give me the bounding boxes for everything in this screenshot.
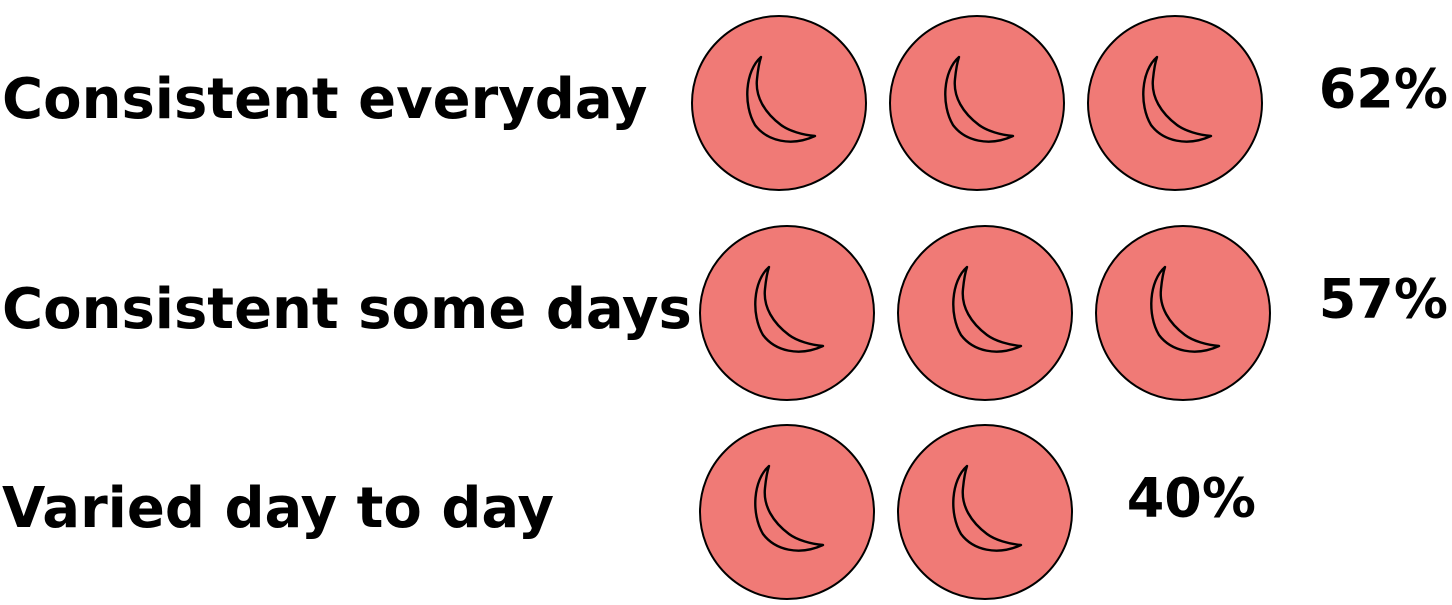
category-label: Consistent everyday — [2, 67, 647, 132]
icon-circle — [889, 15, 1065, 191]
icon-circle — [691, 15, 867, 191]
value-label: 62% — [1319, 58, 1448, 121]
icon-circle — [699, 225, 875, 401]
crescent-shape — [754, 464, 825, 552]
crescent-shape — [754, 265, 825, 353]
moon-icon — [699, 424, 875, 600]
crescent-shape — [944, 55, 1015, 143]
moon-icon — [699, 225, 875, 401]
moon-icon — [1087, 15, 1263, 191]
chart-row: Consistent everyday 62% — [2, 15, 1448, 191]
moon-icon — [897, 225, 1073, 401]
chart-row: Consistent some days 57% — [2, 225, 1448, 401]
crescent-shape — [1142, 55, 1213, 143]
icon-circle — [897, 424, 1073, 600]
icon-circle — [897, 225, 1073, 401]
icon-circle — [1095, 225, 1271, 401]
value-label: 57% — [1319, 268, 1448, 331]
moon-icon — [691, 15, 867, 191]
icon-circle — [1087, 15, 1263, 191]
chart-row: Varied day to day 40% — [2, 424, 1256, 600]
icon-circle — [699, 424, 875, 600]
value-label: 40% — [1127, 467, 1256, 530]
crescent-shape — [952, 265, 1023, 353]
moon-icon — [897, 424, 1073, 600]
chart-rows: Consistent everyday 62% Consistent some da… — [2, 15, 1448, 600]
category-label: Consistent some days — [2, 277, 692, 342]
crescent-shape — [952, 464, 1023, 552]
crescent-shape — [1150, 265, 1221, 353]
crescent-shape — [746, 55, 817, 143]
moon-icon — [889, 15, 1065, 191]
moon-icon — [1095, 225, 1271, 401]
category-label: Varied day to day — [2, 476, 554, 541]
